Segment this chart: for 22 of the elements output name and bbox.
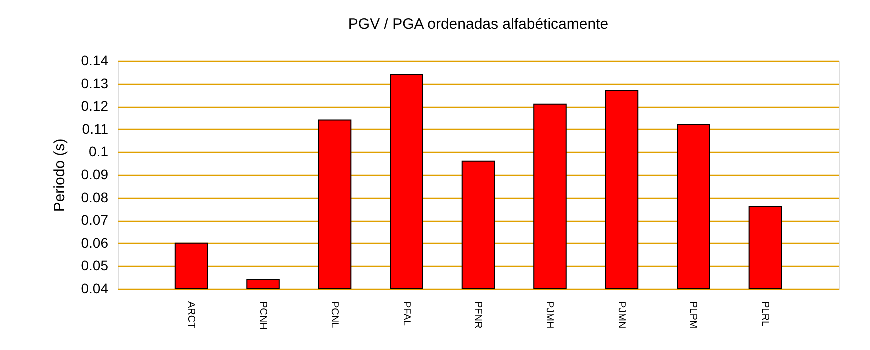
y-tick-label: 0.05 — [81, 258, 109, 274]
x-tick-label: PCNL — [329, 302, 340, 329]
x-tick-label: PFAL — [400, 302, 412, 326]
y-tick-label: 0.12 — [81, 98, 109, 114]
y-tick-label: 0.07 — [81, 212, 109, 228]
y-axis-title: Periodo (s) — [51, 138, 68, 212]
x-tick-label: PLRL — [759, 302, 770, 327]
y-tick-label: 0.11 — [82, 120, 109, 137]
chart-title: PGV / PGA ordenadas alfabéticamente — [348, 16, 609, 33]
y-tick-label: 0.1 — [89, 144, 109, 160]
y-tick-label: 0.09 — [81, 166, 109, 182]
x-tick-label: PCNH — [257, 302, 268, 330]
x-tick-label: ARCT — [186, 302, 197, 329]
x-tick-label: PJMH — [544, 302, 556, 329]
y-tick-label: 0.08 — [81, 189, 109, 206]
y-tick-label: 0.04 — [81, 280, 109, 296]
y-tick-label: 0.14 — [81, 52, 109, 68]
x-tick-label: PFNR — [472, 302, 484, 329]
y-tick-label: 0.13 — [81, 75, 109, 92]
x-tick-label: PLPM — [688, 302, 699, 329]
x-tick-label: PJMN — [616, 302, 627, 329]
y-tick-label: 0.06 — [81, 234, 109, 251]
